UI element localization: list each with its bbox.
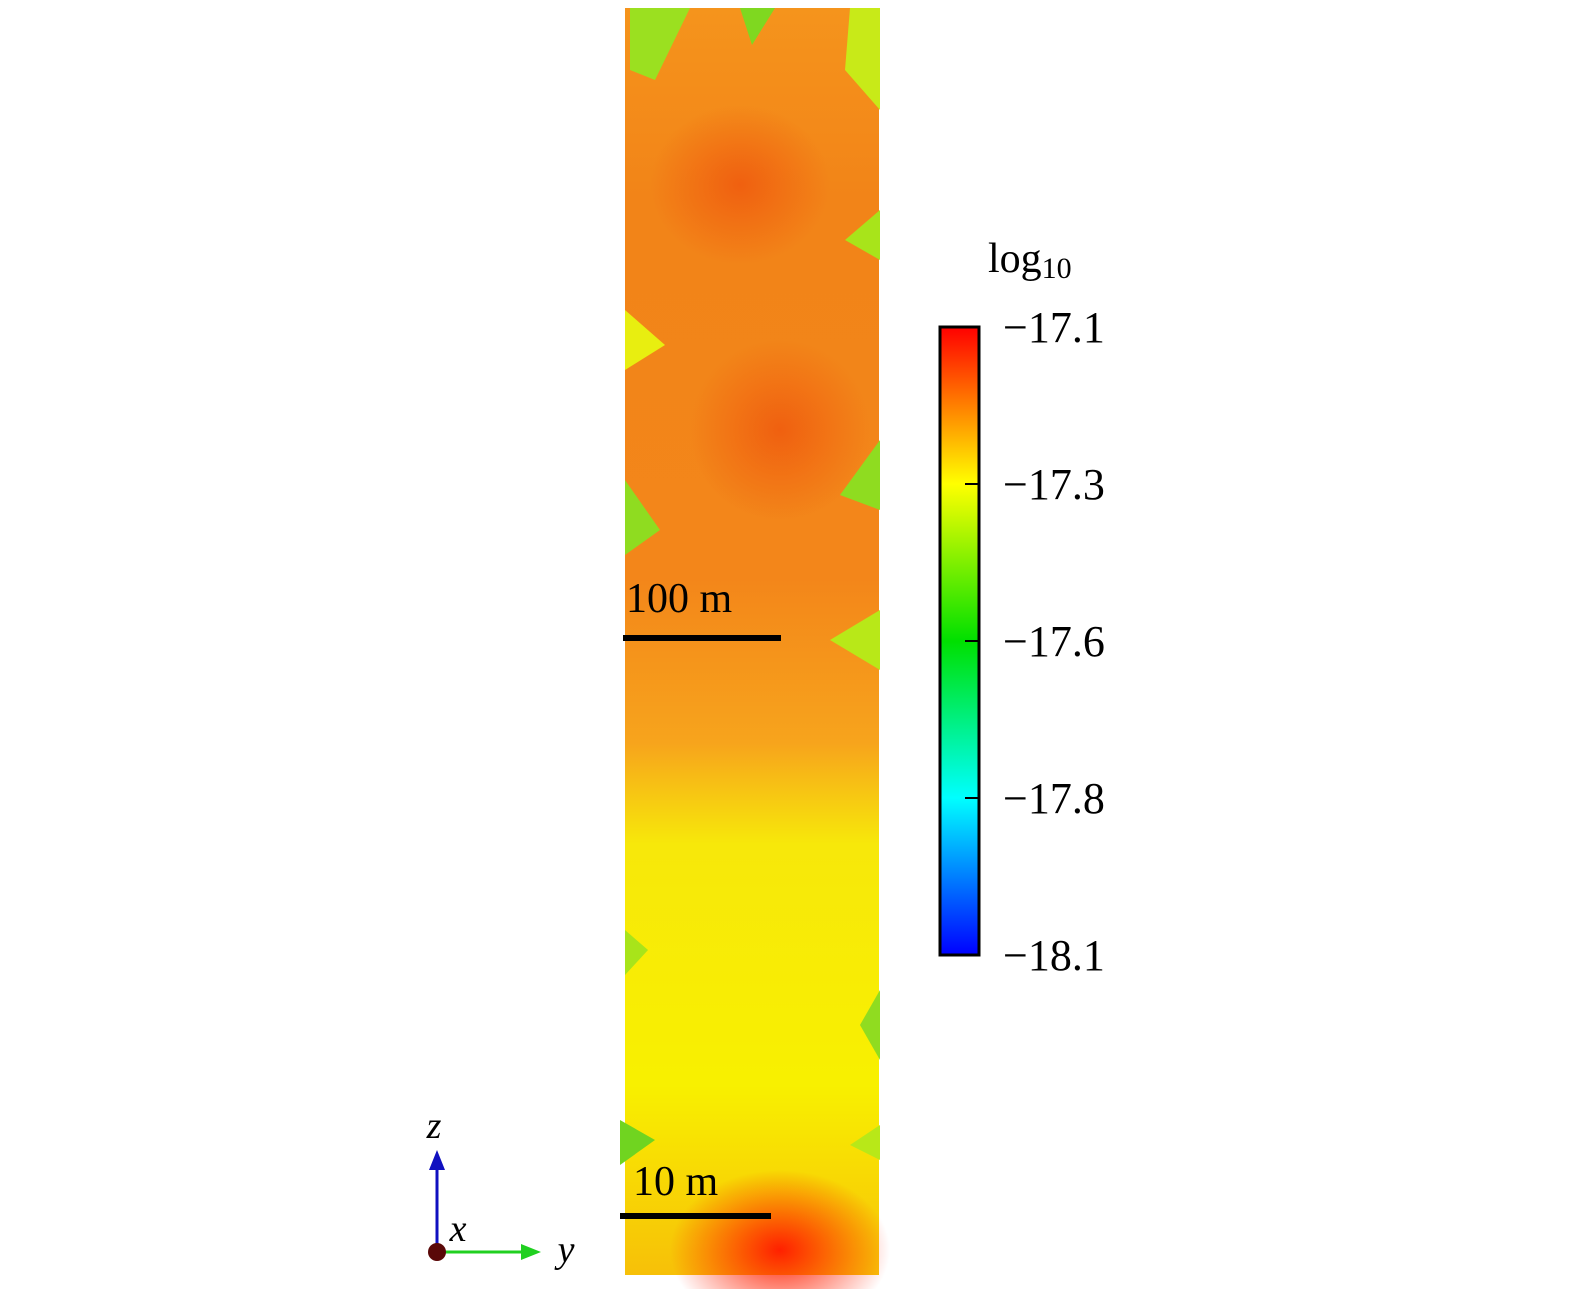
scale-label: 100 m bbox=[626, 576, 733, 622]
colorbar: −17.1 −17.3 −17.6 −17.8 −18.1 bbox=[938, 303, 1105, 980]
colorbar-title: log10 bbox=[988, 236, 1072, 285]
axis-label: y bbox=[554, 1229, 575, 1271]
colorbar-title-text: log bbox=[988, 236, 1042, 282]
axis-label: x bbox=[449, 1208, 467, 1250]
tick-label: −17.1 bbox=[1003, 303, 1105, 352]
axes-triad: z x y bbox=[426, 1105, 575, 1271]
colorbar-title-subscript: 10 bbox=[1042, 252, 1072, 285]
tick-label: −17.8 bbox=[1003, 774, 1105, 823]
scale-label: 10 m bbox=[633, 1159, 719, 1205]
tick-label: −18.1 bbox=[1003, 931, 1105, 980]
field bbox=[620, 8, 890, 1294]
tick-label: −17.6 bbox=[1003, 617, 1105, 666]
tick-label: −17.3 bbox=[1003, 460, 1105, 509]
axis-label: z bbox=[426, 1105, 442, 1147]
